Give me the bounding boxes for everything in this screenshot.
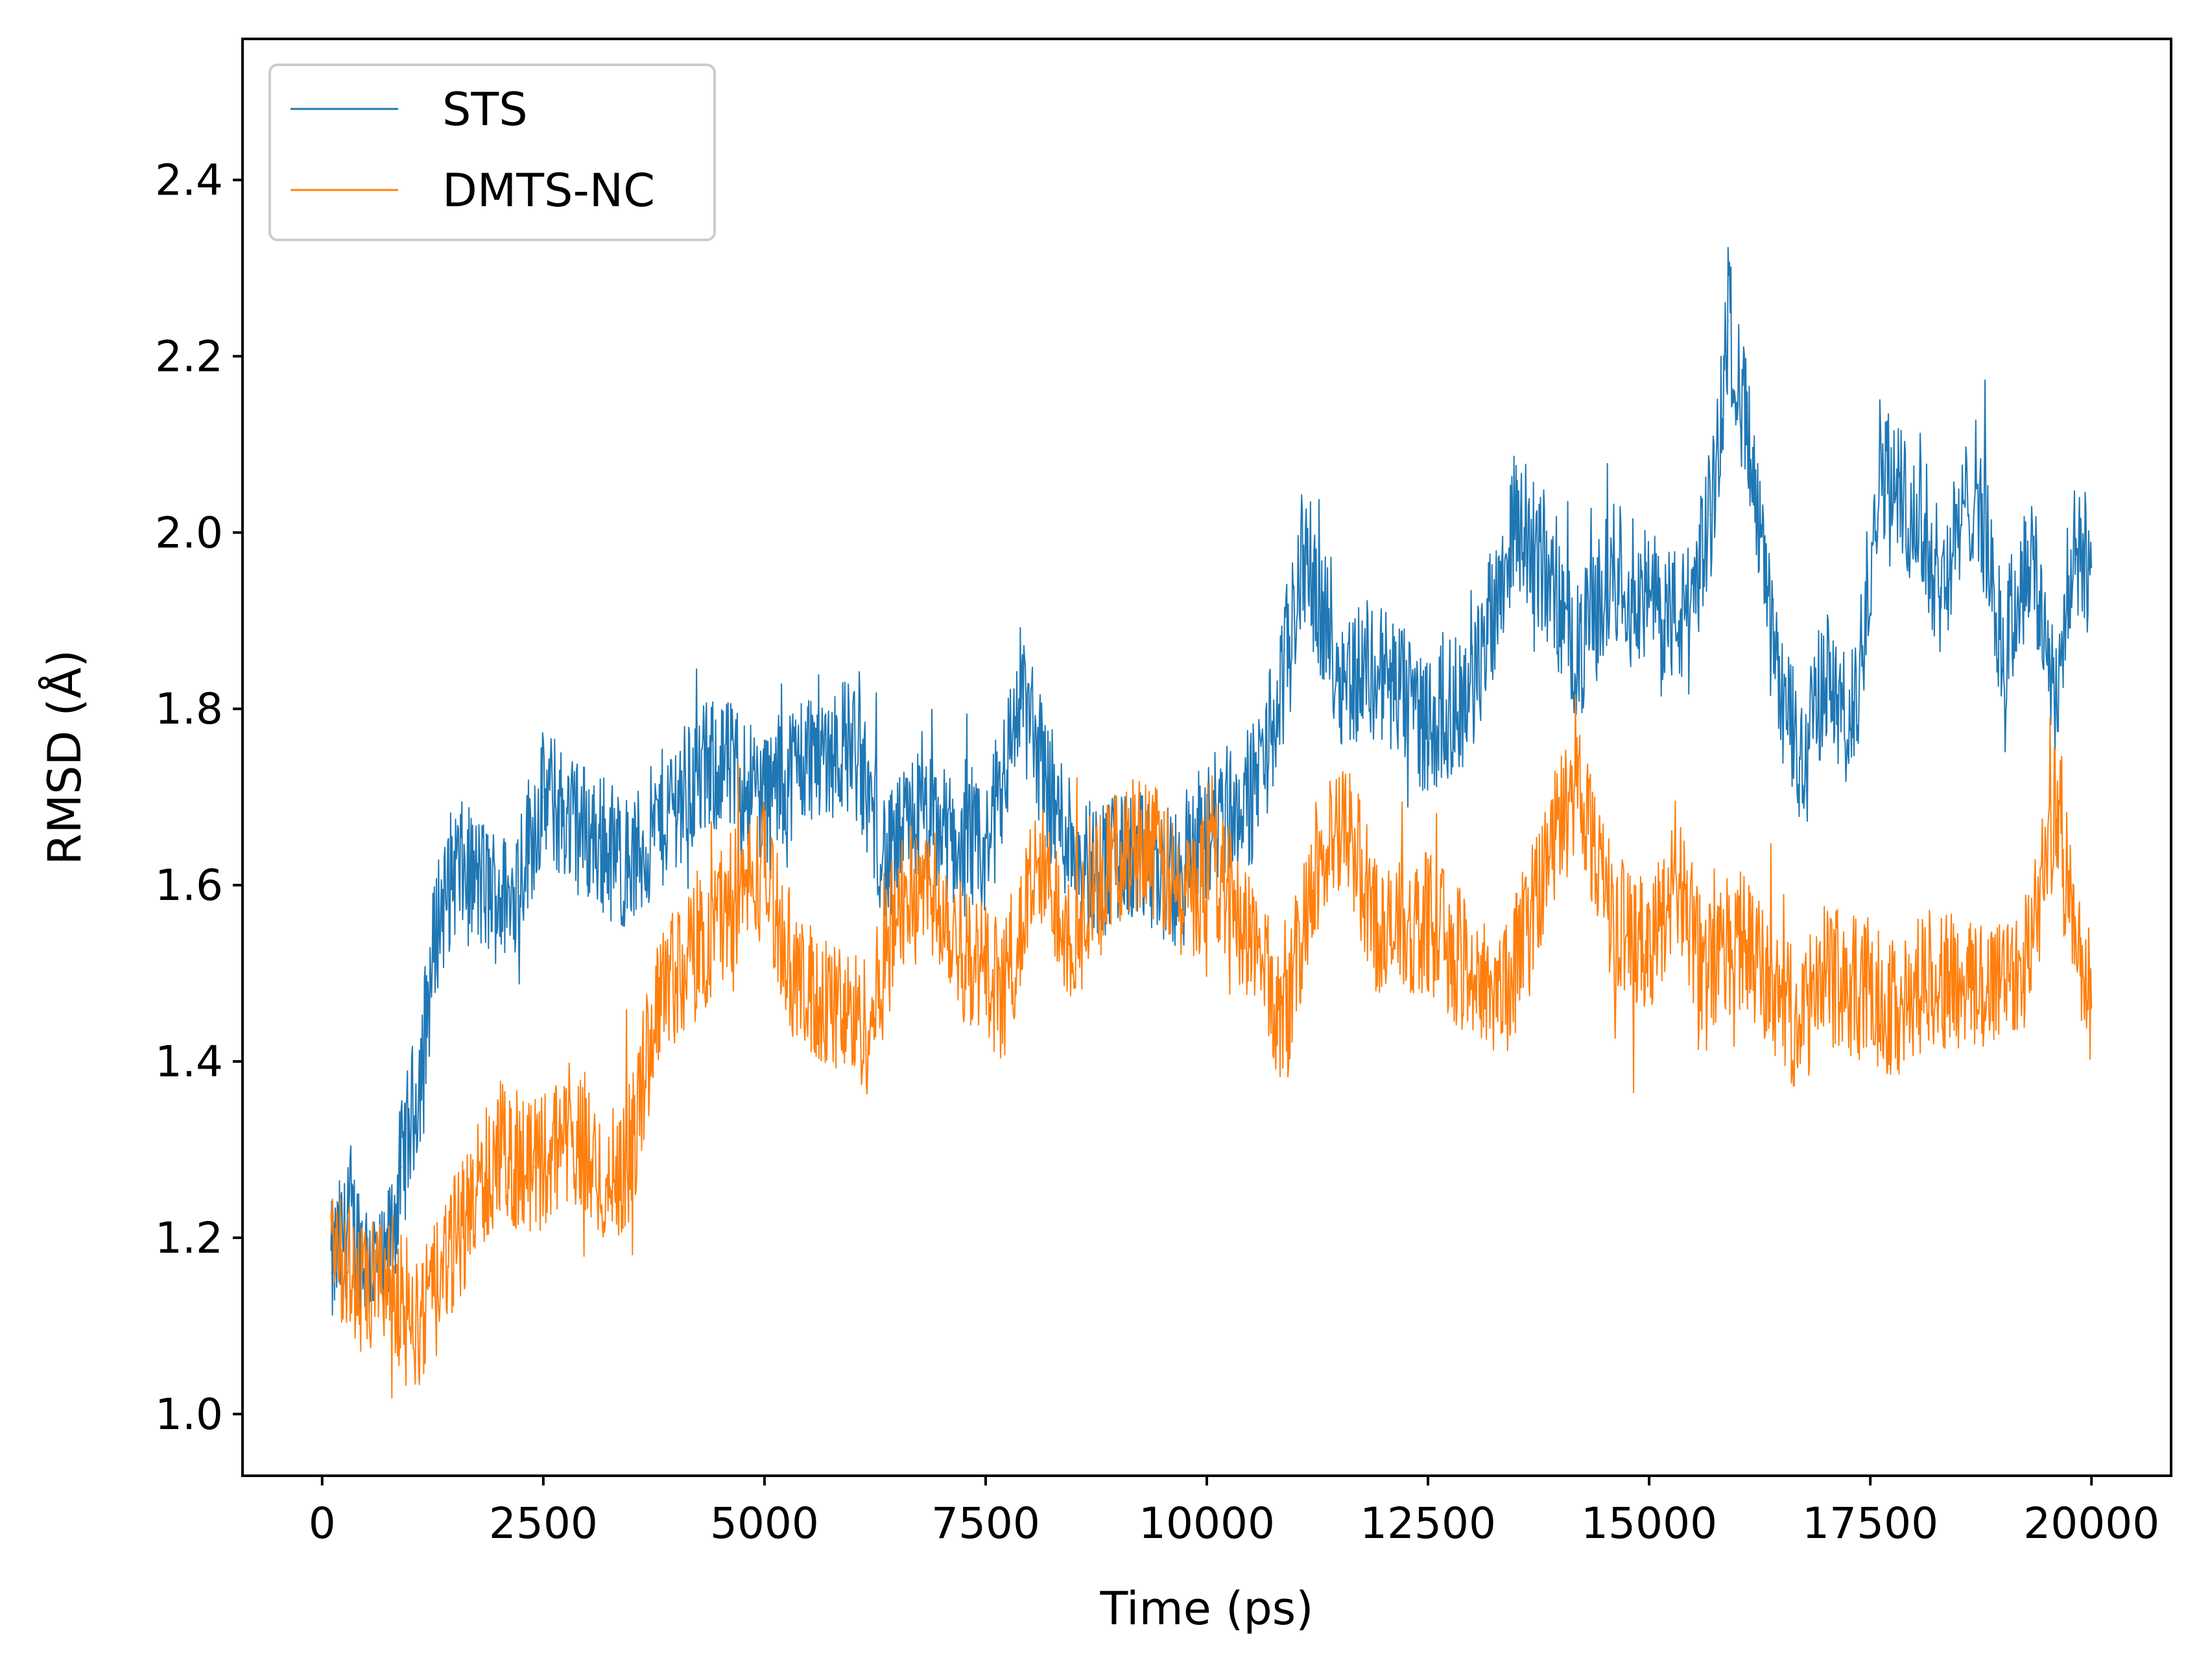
data-point <box>1825 973 1827 974</box>
x-tick-label: 17500 <box>1802 1498 1938 1548</box>
data-point <box>1728 320 1729 322</box>
data-point <box>401 1166 403 1168</box>
data-point <box>985 858 986 859</box>
data-point <box>1056 814 1057 815</box>
data-point <box>914 814 916 815</box>
data-point <box>1799 761 1800 763</box>
x-tick-label: 7500 <box>931 1498 1040 1548</box>
x-axis-label: Time (ps) <box>1099 1582 1313 1635</box>
y-tick-label: 1.0 <box>155 1390 223 1439</box>
y-tick-label: 2.0 <box>155 508 223 558</box>
data-point <box>1038 867 1040 868</box>
x-tick-label: 15000 <box>1581 1498 1717 1548</box>
x-tick-label: 12500 <box>1360 1498 1496 1548</box>
data-point <box>941 832 942 833</box>
data-point <box>1613 919 1615 921</box>
x-tick-label: 2500 <box>489 1498 598 1548</box>
data-point <box>1215 867 1217 868</box>
legend-label-dmts-nc: DMTS-NC <box>442 164 655 217</box>
data-point <box>587 832 588 833</box>
data-point <box>1648 955 1650 956</box>
data-point <box>693 955 695 956</box>
x-tick-label: 0 <box>309 1498 336 1548</box>
data-point <box>764 867 765 868</box>
data-point <box>2091 567 2092 569</box>
data-point <box>436 1290 438 1292</box>
data-point <box>569 1131 571 1133</box>
y-tick-label: 1.8 <box>155 684 223 734</box>
data-point <box>1091 867 1093 868</box>
data-point <box>436 919 438 921</box>
data-point <box>1675 867 1676 868</box>
y-tick-label: 1.2 <box>155 1213 223 1263</box>
data-point <box>1825 673 1827 674</box>
data-point <box>1427 726 1429 727</box>
data-point <box>1427 919 1429 921</box>
legend: STS DMTS-NC <box>268 64 716 241</box>
data-point <box>2029 955 2030 956</box>
y-tick-label: 2.2 <box>155 331 223 381</box>
x-tick-label: 20000 <box>2023 1498 2159 1548</box>
y-axis: 1.0 1.2 1.4 1.6 1.8 2.0 2.2 2.4 <box>155 156 243 1439</box>
y-tick-label: 2.4 <box>155 156 223 206</box>
data-point <box>1613 567 1615 569</box>
series-line-dmts-nc <box>330 694 2093 1399</box>
data-point <box>1940 585 1942 586</box>
x-tick-label: 10000 <box>1139 1498 1275 1548</box>
data-point <box>419 1325 420 1327</box>
data-point <box>1648 602 1650 604</box>
data-point <box>534 1166 535 1168</box>
data-point <box>419 1078 420 1080</box>
data-point <box>1383 673 1384 674</box>
data-point <box>401 1299 403 1300</box>
data-point <box>764 796 765 798</box>
data-point <box>1976 479 1977 480</box>
data-point <box>2073 558 2074 560</box>
data-point <box>1339 673 1340 674</box>
data-point <box>2002 973 2004 974</box>
series-layer <box>330 246 2093 1399</box>
x-axis: 0 2500 5000 7500 10000 12500 15000 17500 20000 <box>309 1476 2159 1548</box>
y-tick-label: 1.6 <box>155 860 223 910</box>
data-point <box>1471 973 1473 974</box>
data-point <box>1348 832 1349 833</box>
data-point <box>2091 1008 2092 1010</box>
data-point <box>1109 867 1110 868</box>
legend-label-sts: STS <box>442 83 528 136</box>
x-tick-label: 5000 <box>710 1498 819 1548</box>
data-point <box>481 884 482 886</box>
y-tick-label: 1.4 <box>155 1037 223 1087</box>
y-axis-label: RMSD (Å) <box>38 650 91 865</box>
series-line-sts <box>330 246 2093 1316</box>
data-point <box>1250 796 1252 798</box>
